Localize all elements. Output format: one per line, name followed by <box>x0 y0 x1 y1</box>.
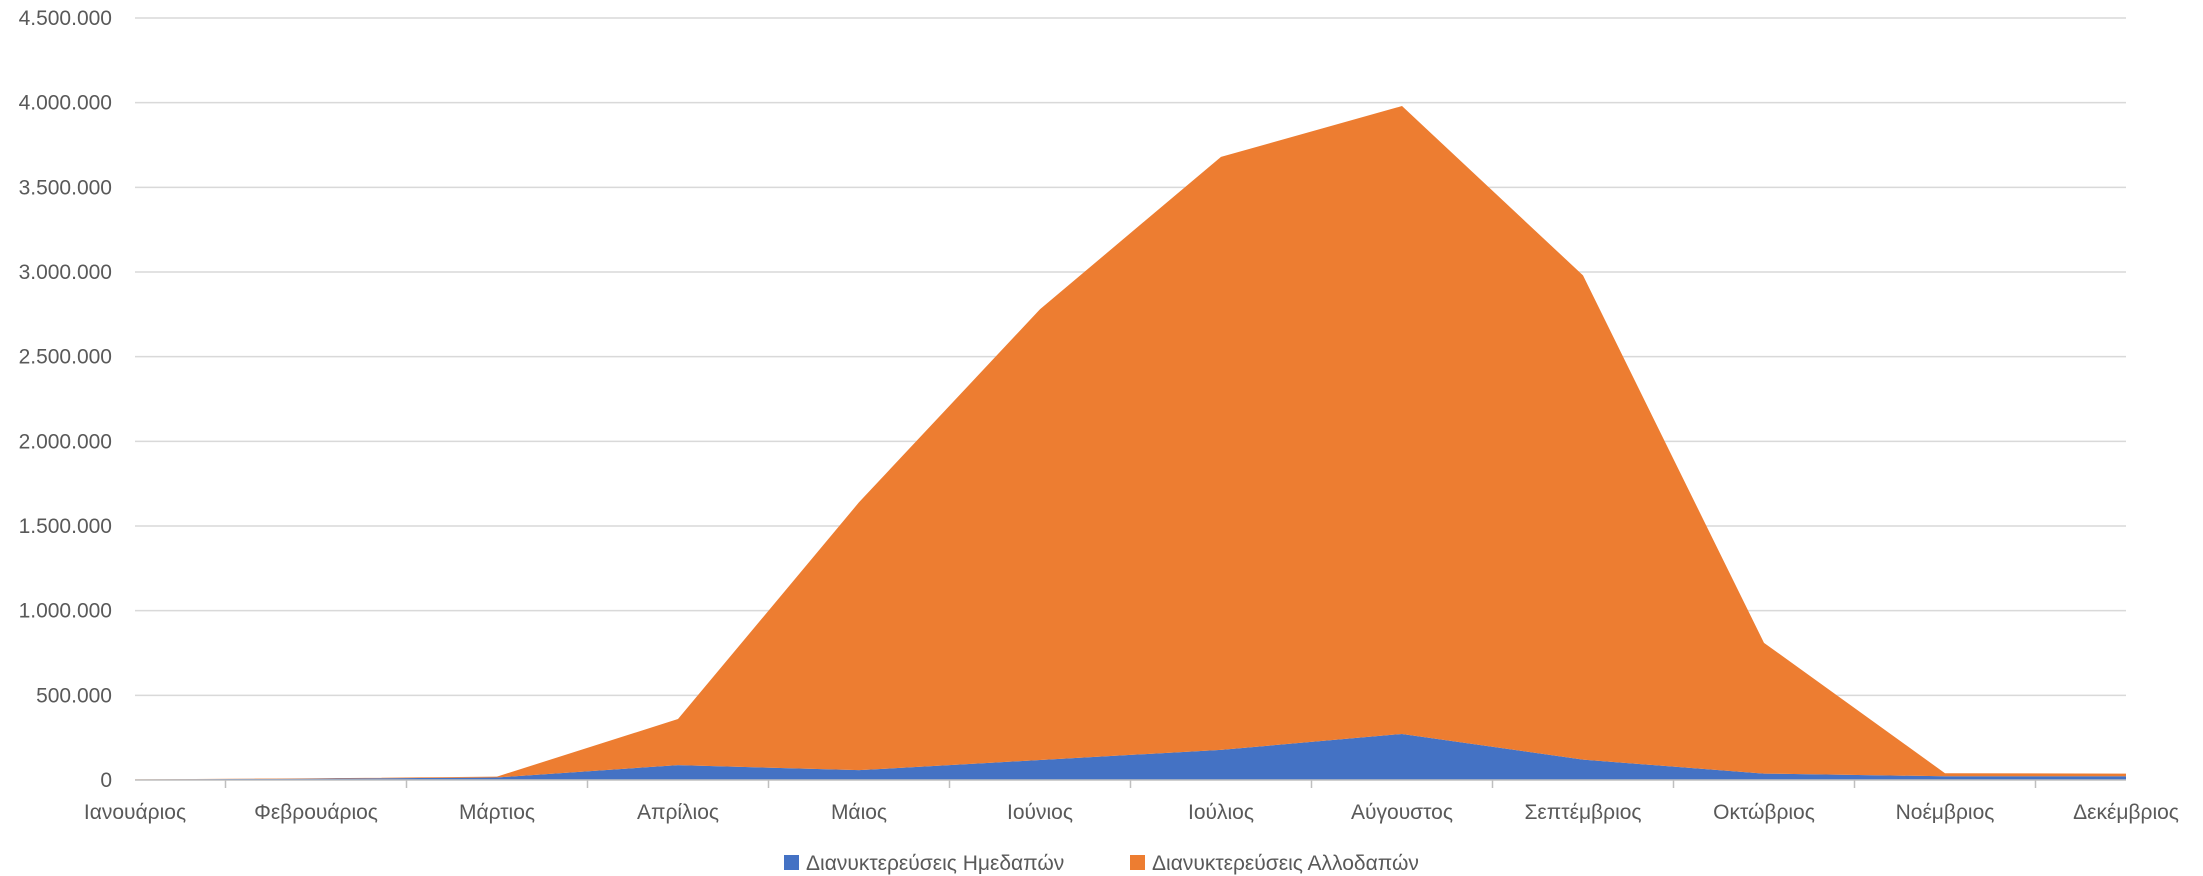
x-tick-label: Μάιος <box>831 801 887 824</box>
y-tick-label: 0 <box>100 769 112 792</box>
y-tick-label: 2.000.000 <box>19 430 112 453</box>
y-tick-label: 3.000.000 <box>19 261 112 284</box>
y-tick-label: 1.000.000 <box>19 600 112 623</box>
x-tick-label: Νοέμβριος <box>1896 801 1995 824</box>
legend[interactable]: Διανυκτερεύσεις Ημεδαπών Διανυκτερεύσεις … <box>784 852 1419 875</box>
x-tick-label: Ιούλιος <box>1188 801 1254 824</box>
y-tick-label: 4.000.000 <box>19 92 112 115</box>
x-tick-label: Οκτώβριος <box>1713 801 1815 824</box>
y-tick-label: 500.000 <box>36 684 112 707</box>
y-tick-label: 3.500.000 <box>19 176 112 199</box>
x-tick-label: Μάρτιος <box>459 801 535 824</box>
area-series-2[interactable] <box>135 106 2126 780</box>
x-axis <box>135 779 2126 788</box>
legend-label[interactable]: Διανυκτερεύσεις Αλλοδαπών <box>1152 852 1419 875</box>
y-tick-label: 2.500.000 <box>19 346 112 369</box>
legend-label[interactable]: Διανυκτερεύσεις Ημεδαπών <box>806 852 1064 875</box>
x-tick-label: Ιούνιος <box>1007 801 1073 824</box>
x-tick-label: Σεπτέμβριος <box>1524 801 1641 824</box>
x-tick-label: Φεβρουάριος <box>254 801 378 824</box>
area-series-1[interactable] <box>135 733 2126 780</box>
y-axis-tick-labels: 0 500.000 1.000.000 1.500.000 2.000.000 2.500… <box>19 7 112 792</box>
x-tick-label: Δεκέμβριος <box>2073 801 2179 824</box>
y-tick-label: 4.500.000 <box>19 7 112 30</box>
x-tick-label: Ιανουάριος <box>84 801 186 824</box>
x-tick-label: Απρίλιος <box>637 801 719 824</box>
x-axis-tick-labels: Ιανουάριος Φεβρουάριος Μάρτιος Απρίλιος Μάιο… <box>84 801 2179 824</box>
y-tick-label: 1.500.000 <box>19 515 112 538</box>
legend-swatch <box>784 855 799 870</box>
legend-swatch <box>1130 855 1145 870</box>
x-tick-label: Αύγουστος <box>1351 801 1453 824</box>
area-series-group <box>135 106 2126 780</box>
